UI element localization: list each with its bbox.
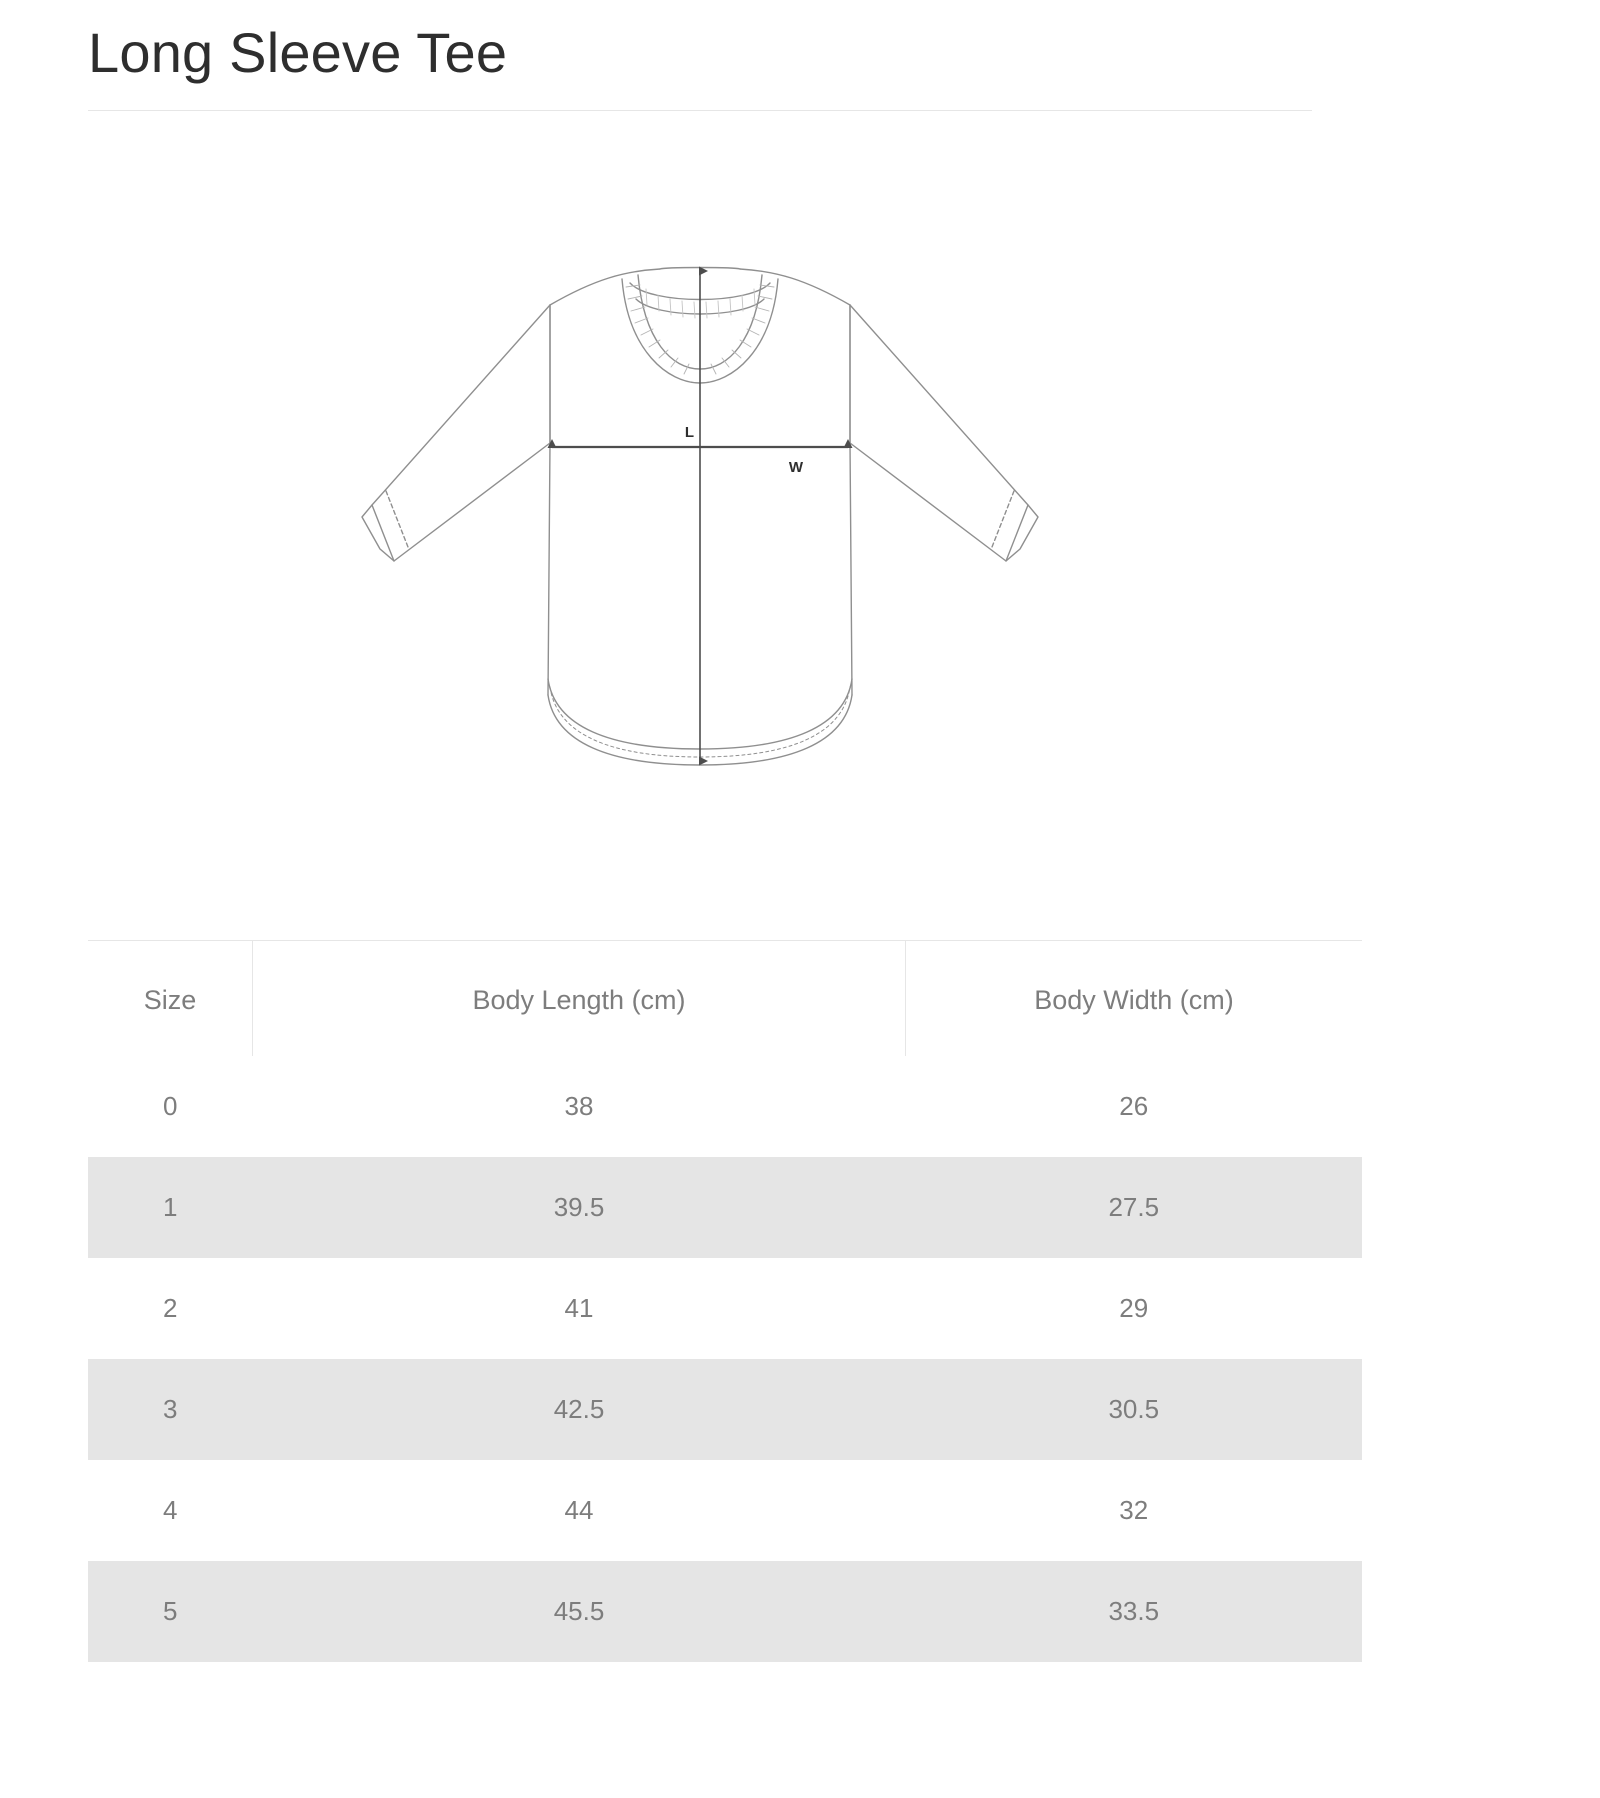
cell-size: 3 xyxy=(88,1359,253,1460)
right-sleeve-outline xyxy=(849,304,1039,562)
cell-body-width: 26 xyxy=(1119,1091,1149,1121)
cell-body-width: 33.5 xyxy=(905,1561,1362,1662)
left-cuff-seam xyxy=(371,504,395,562)
right-cuff-seam xyxy=(1005,504,1029,562)
page-title: Long Sleeve Tee xyxy=(88,21,508,84)
table-header-row: Size Body Length (cm) Body Width (cm) xyxy=(88,940,1362,1056)
left-sleeve-outline xyxy=(361,304,551,562)
cell-body-length: 41 xyxy=(564,1293,594,1323)
left-shoulder-line xyxy=(549,268,661,306)
neck-top-edge xyxy=(659,266,741,270)
cell-size: 4 xyxy=(163,1495,178,1525)
cell-body-length: 44 xyxy=(564,1495,594,1525)
left-side-seam xyxy=(547,442,551,696)
size-chart-section: Size Body Length (cm) Body Width (cm) 0 … xyxy=(88,940,1362,1662)
size-chart-head: Size Body Length (cm) Body Width (cm) xyxy=(88,940,1362,1056)
table-row: 4 44 32 xyxy=(88,1460,1362,1561)
cell-body-width: 27.5 xyxy=(905,1157,1362,1258)
size-chart-body: 0 38 26 1 39.5 27.5 2 41 29 3 42.5 3 xyxy=(88,1056,1362,1662)
cell-body-width: 30.5 xyxy=(905,1359,1362,1460)
collar-rib-texture xyxy=(625,284,775,378)
length-label: L xyxy=(685,424,694,441)
table-row: 1 39.5 27.5 xyxy=(88,1157,1362,1258)
cell-size: 5 xyxy=(88,1561,253,1662)
length-dimension: L xyxy=(685,266,708,766)
column-header-body-length: Body Length (cm) xyxy=(252,940,906,1056)
table-row: 0 38 26 xyxy=(88,1056,1362,1157)
table-row: 5 45.5 33.5 xyxy=(88,1561,1362,1662)
title-divider xyxy=(88,110,1312,111)
size-chart-table: Size Body Length (cm) Body Width (cm) 0 … xyxy=(88,940,1362,1662)
right-side-seam xyxy=(849,442,853,696)
cell-size: 0 xyxy=(163,1091,178,1121)
cell-body-length: 45.5 xyxy=(252,1561,906,1662)
width-dimension: W xyxy=(547,439,853,476)
page-header: Long Sleeve Tee xyxy=(88,18,1312,111)
cell-body-width: 29 xyxy=(1119,1293,1149,1323)
cell-body-length: 39.5 xyxy=(252,1157,906,1258)
right-cuff-stitch xyxy=(991,490,1015,548)
cell-body-length: 38 xyxy=(564,1091,594,1121)
table-row: 2 41 29 xyxy=(88,1258,1362,1359)
column-header-size: Size xyxy=(143,985,197,1015)
left-cuff-stitch xyxy=(385,490,409,548)
table-row: 3 42.5 30.5 xyxy=(88,1359,1362,1460)
cell-size: 1 xyxy=(88,1157,253,1258)
cell-body-length: 42.5 xyxy=(252,1359,906,1460)
garment-illustration: L W xyxy=(88,150,1312,940)
column-header-body-width: Body Width (cm) xyxy=(905,940,1362,1056)
width-label: W xyxy=(789,459,804,476)
cell-size: 2 xyxy=(163,1293,178,1323)
right-shoulder-line xyxy=(739,268,851,306)
long-sleeve-tee-diagram-svg: L W xyxy=(361,266,1039,766)
cell-body-width: 32 xyxy=(1119,1495,1149,1525)
